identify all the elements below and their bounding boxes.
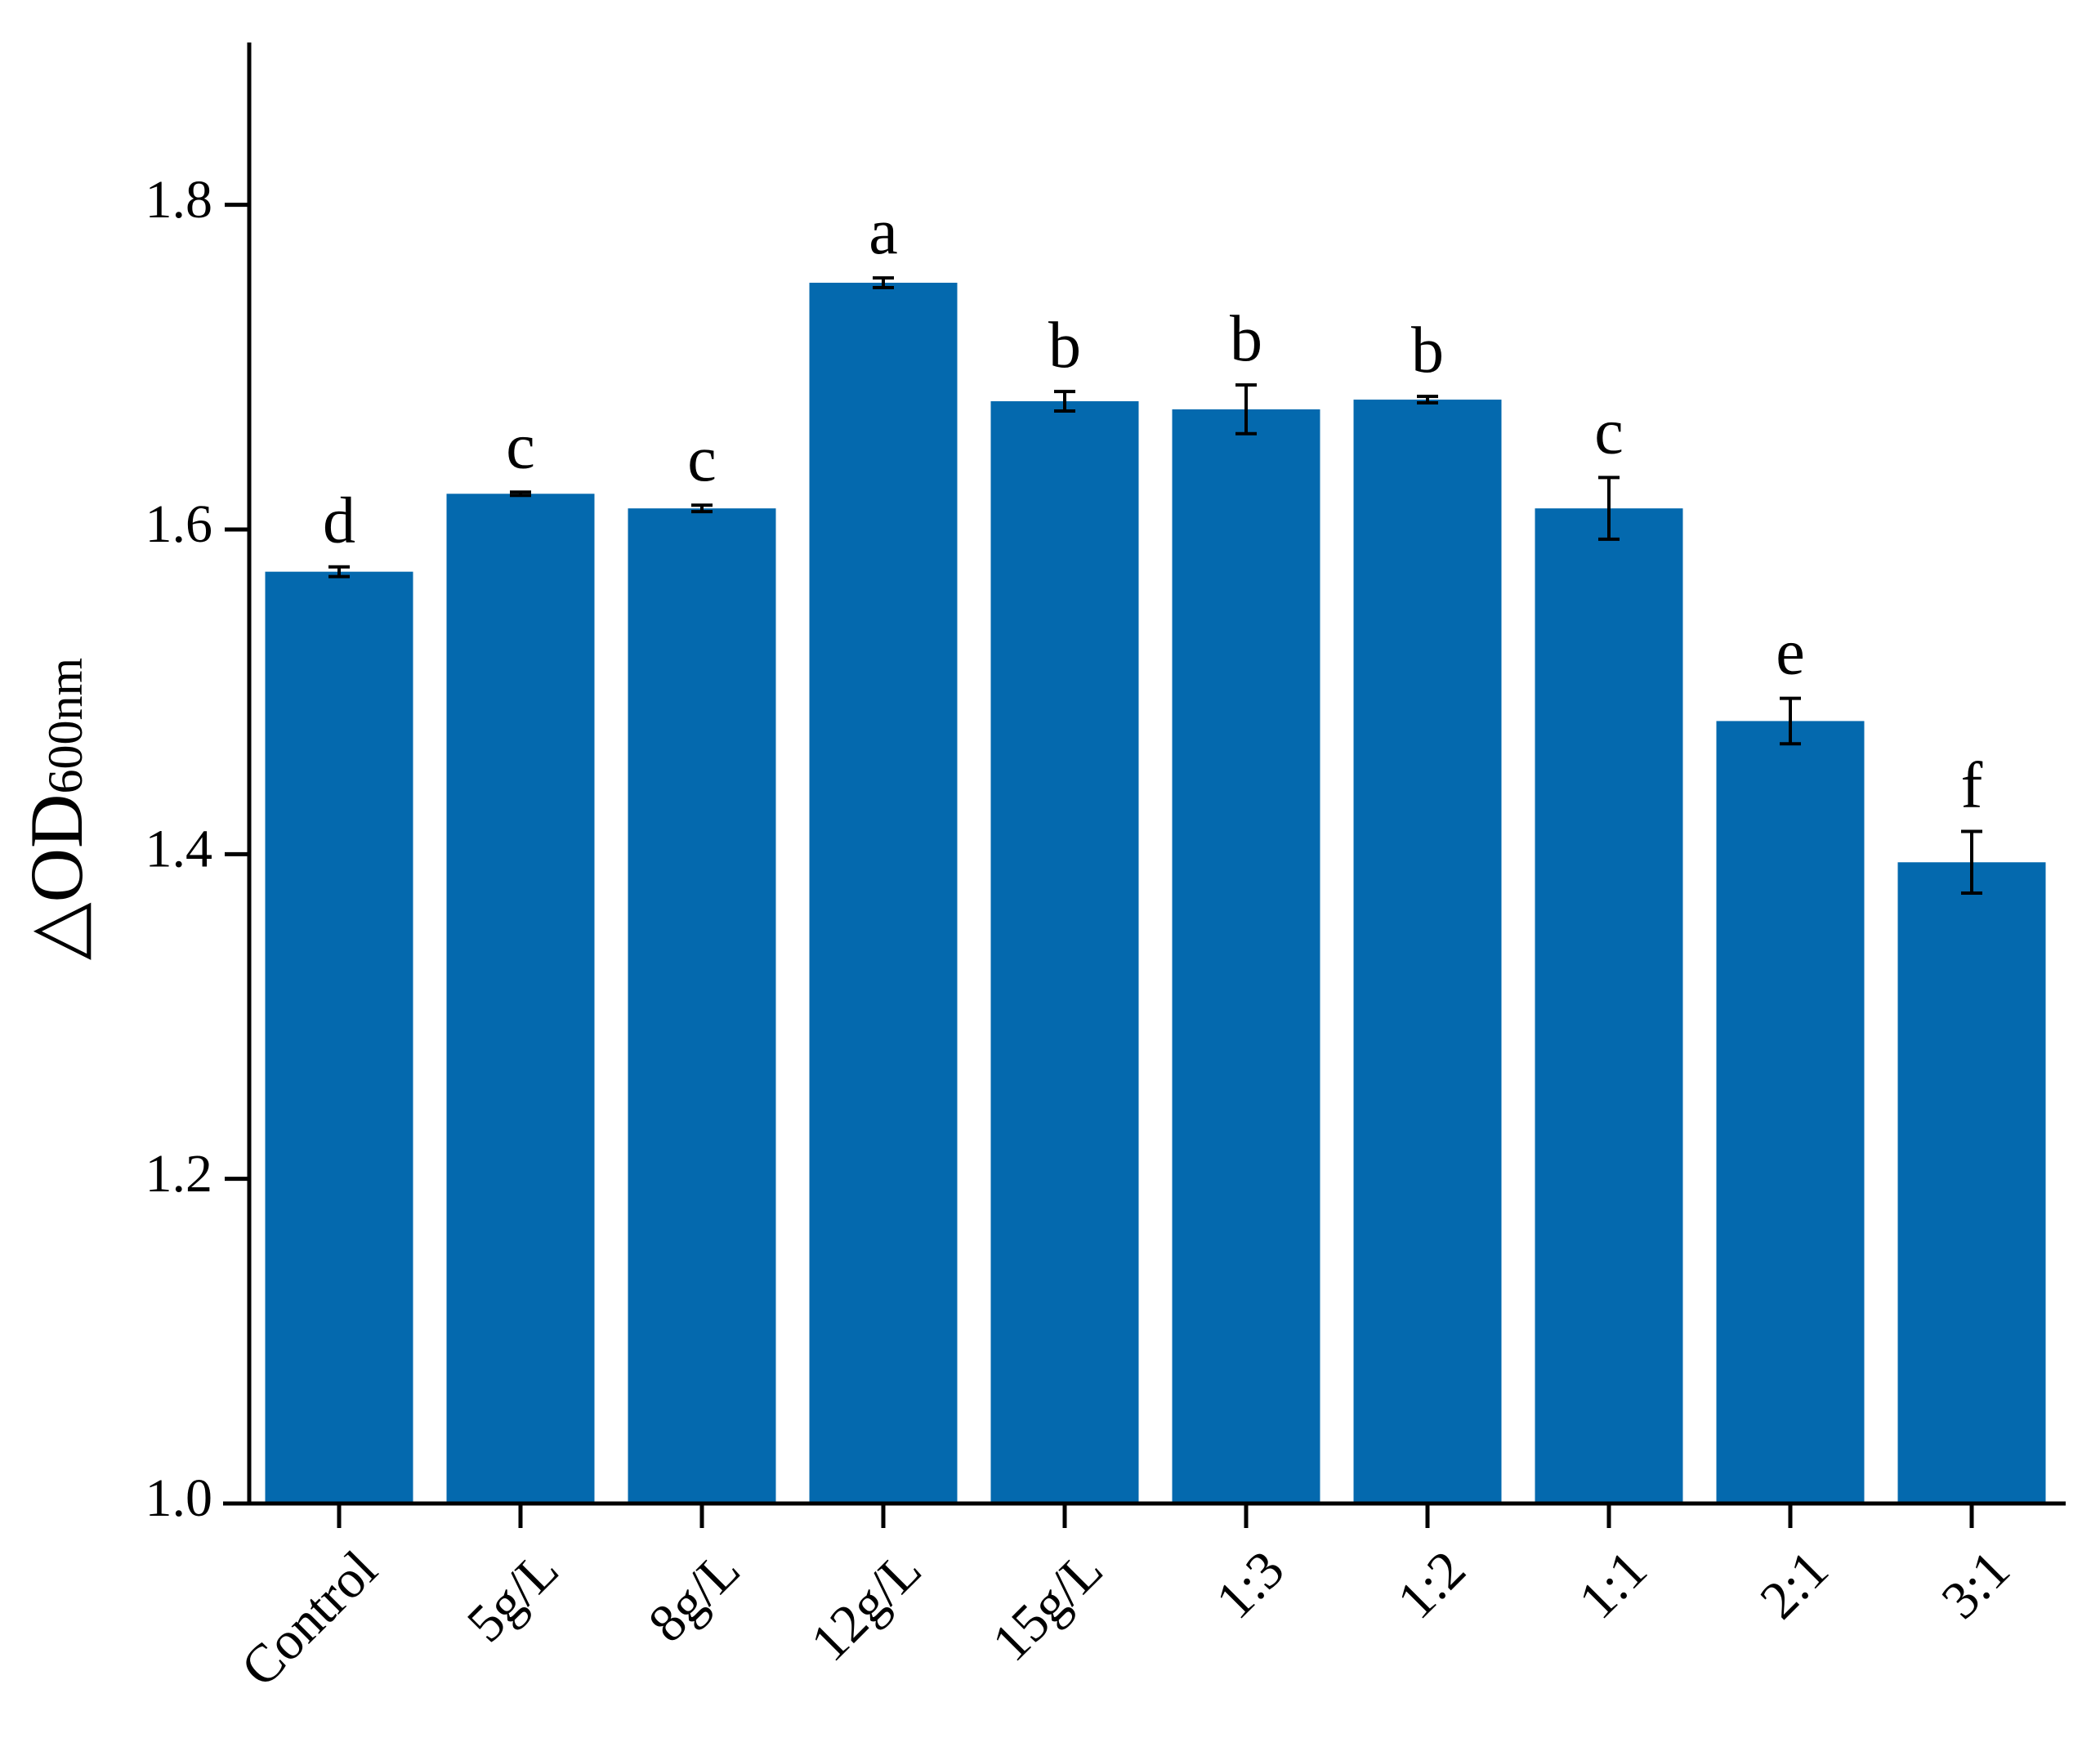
x-tick-label: 8g/L: [637, 1539, 752, 1654]
significance-letter: d: [323, 485, 355, 557]
error-bar: [1598, 476, 1620, 541]
bar: [990, 401, 1139, 1503]
y-tick-label: 1.6: [145, 494, 213, 554]
error-bar: [328, 565, 350, 579]
bar: [1172, 409, 1320, 1503]
y-tick-label: 1.4: [145, 819, 213, 878]
significance-letter: b: [1230, 303, 1262, 375]
bar: [809, 283, 958, 1504]
error-bar: [873, 276, 894, 289]
x-tick-label: 2:1: [1749, 1539, 1839, 1630]
y-tick-label: 1.2: [145, 1144, 213, 1204]
x-tick-label: 1:3: [1204, 1539, 1295, 1630]
x-tick-label: 15g/L: [981, 1539, 1115, 1673]
significance-letter: c: [687, 423, 717, 495]
bar: [1353, 400, 1502, 1504]
x-tick-label: 5g/L: [456, 1539, 570, 1654]
error-bar: [1235, 383, 1257, 436]
error-bar: [691, 503, 713, 514]
x-tick-label: 1:2: [1386, 1539, 1477, 1630]
error-bar: [1780, 696, 1801, 746]
significance-letter: b: [1411, 315, 1444, 386]
bar: [1535, 508, 1683, 1503]
y-axis-label-main: △OD: [15, 794, 98, 961]
x-tick-label: Control: [230, 1539, 388, 1698]
bar: [446, 494, 595, 1503]
y-tick-label: 1.8: [145, 170, 213, 230]
error-bar: [510, 490, 531, 498]
error-bar: [1961, 829, 1982, 896]
x-tick-label: 12g/L: [800, 1539, 933, 1673]
bar: [1897, 862, 2046, 1503]
significance-letter: c: [1594, 395, 1624, 467]
y-tick-label: 1.0: [145, 1468, 213, 1528]
y-axis-label: △OD600nm: [15, 658, 98, 960]
significance-letter: c: [506, 410, 535, 482]
x-tick-label: 3:1: [1930, 1539, 2021, 1630]
significance-letter: a: [869, 196, 898, 268]
error-bar: [1417, 395, 1438, 405]
x-tick-label: 1:1: [1567, 1539, 1658, 1630]
bar: [628, 508, 776, 1503]
bar: [265, 571, 413, 1503]
significance-letter: f: [1961, 750, 1983, 822]
bar: [1716, 721, 1865, 1503]
error-bar: [1054, 390, 1075, 413]
y-axis-label-sub: 600nm: [38, 658, 92, 794]
significance-letter: b: [1048, 310, 1081, 382]
significance-letter: e: [1776, 617, 1805, 689]
